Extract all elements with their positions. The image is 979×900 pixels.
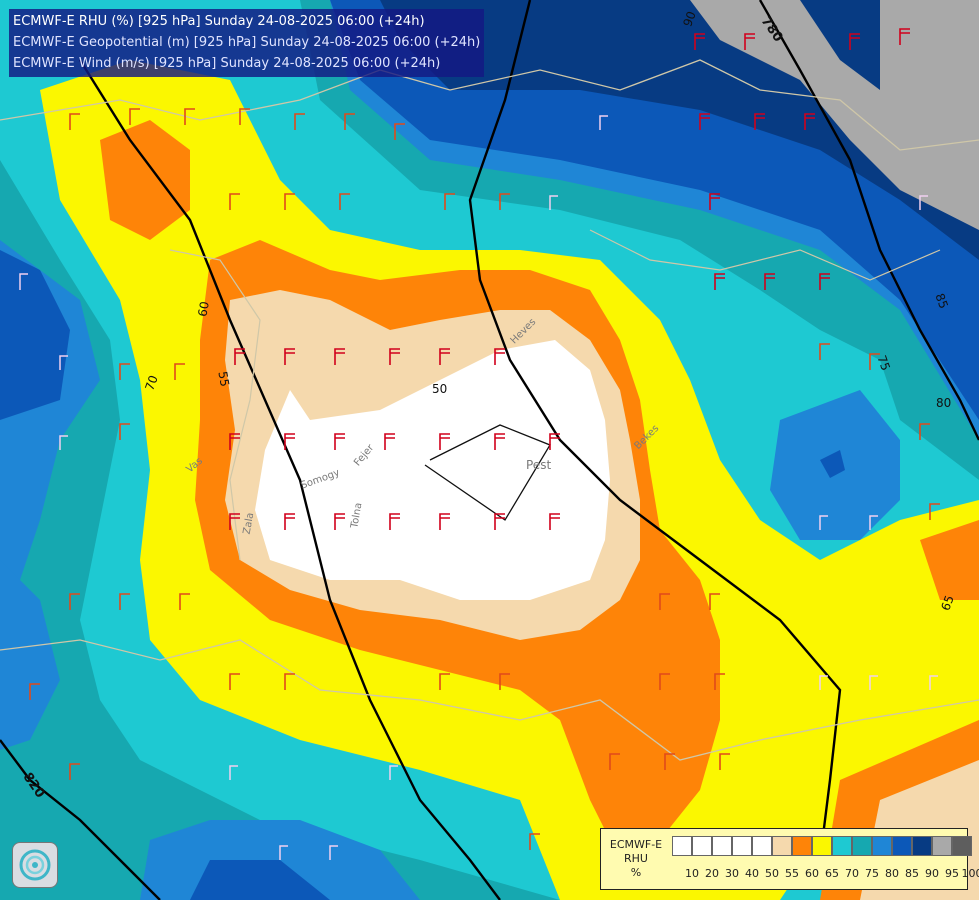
legend-tick-label: 75 (865, 867, 879, 880)
legend-swatch (792, 836, 812, 856)
legend-tick-label: 60 (805, 867, 819, 880)
legend-swatch (692, 836, 712, 856)
legend-tick-label: 55 (785, 867, 799, 880)
legend-tick-label: 100 (961, 867, 979, 880)
legend-label-unit: % (630, 866, 642, 879)
legend-label-variable: RHU (624, 852, 648, 865)
legend-label-model: ECMWF-E (609, 838, 663, 851)
legend-swatch (872, 836, 892, 856)
legend-tick-label: 30 (725, 867, 739, 880)
legend-swatches (672, 836, 972, 856)
legend-swatch (672, 836, 692, 856)
legend-swatch (752, 836, 772, 856)
place-label-pest: Pest (526, 458, 552, 472)
legend-swatch (832, 836, 852, 856)
ecmwf-swirl-icon (12, 842, 58, 888)
legend-tick-label: 40 (745, 867, 759, 880)
legend-swatch (932, 836, 952, 856)
legend-swatch (712, 836, 732, 856)
legend-swatch (852, 836, 872, 856)
legend-tick-label: 65 (825, 867, 839, 880)
legend-swatch (812, 836, 832, 856)
contour-label-80: 80 (936, 396, 952, 410)
legend-swatch (892, 836, 912, 856)
legend-tick-label: 85 (905, 867, 919, 880)
title-line-geopotential: ECMWF-E Geopotential (m) [925 hPa] Sunda… (13, 35, 481, 50)
legend-ticks: 10 20 30 40 50 55 60 65 70 75 80 85 90 95100 (672, 867, 979, 881)
title-line-rhu: ECMWF-E RHU (%) [925 hPa] Sunday 24-08-2… (13, 14, 425, 29)
legend-tick-label: 20 (705, 867, 719, 880)
legend-tick-label: 70 (845, 867, 859, 880)
contour-label-60: 60 (195, 300, 212, 318)
contour-label-50: 50 (432, 382, 448, 396)
legend-swatch (912, 836, 932, 856)
legend-tick-label: 10 (685, 867, 699, 880)
map-title-box: ECMWF-E RHU (%) [925 hPa] Sunday 24-08-2… (9, 9, 484, 77)
contour-label-55: 55 (215, 370, 232, 388)
legend-tick-label: 90 (925, 867, 939, 880)
title-line-wind: ECMWF-E Wind (m/s) [925 hPa] Sunday 24-0… (13, 56, 441, 71)
rhu-legend: ECMWF-E RHU % 10 20 30 40 50 55 60 65 70 75 80 85 90… (600, 828, 979, 890)
legend-tick-label: 95 (945, 867, 959, 880)
legend-swatch (732, 836, 752, 856)
legend-swatch (952, 836, 972, 856)
legend-tick-label: 50 (765, 867, 779, 880)
legend-label: ECMWF-E RHU % (605, 838, 667, 880)
legend-tick-label: 80 (885, 867, 899, 880)
legend-swatch (772, 836, 792, 856)
